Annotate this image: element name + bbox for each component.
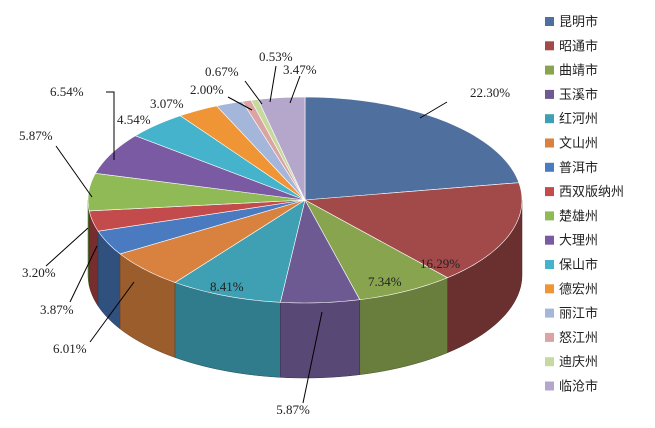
- legend-label-保山市: 保山市: [559, 257, 598, 273]
- legend-label-德宏州: 德宏州: [559, 282, 598, 297]
- leader-line-大理州: [106, 91, 115, 160]
- legend-label-大理州: 大理州: [559, 234, 598, 249]
- legend-label-玉溪市: 玉溪市: [559, 87, 598, 103]
- legend-label-昆明市: 昆明市: [559, 14, 598, 30]
- pie-slice-临沧市: [257, 96, 306, 201]
- legend-swatch-昭通市: [545, 41, 554, 51]
- legend-swatch-怒江州: [545, 332, 554, 342]
- leader-line-昆明市: [419, 101, 448, 119]
- legend-swatch-红河州: [545, 114, 554, 124]
- legend-label-曲靖市: 曲靖市: [559, 63, 598, 79]
- pie-slice-普洱市: [97, 199, 306, 255]
- data-label-保山市: 4.54%: [117, 112, 151, 127]
- pie-slice-德宏州: [179, 105, 306, 201]
- data-label-西双版纳州: 3.20%: [22, 265, 56, 280]
- legend-label-红河州: 红河州: [559, 111, 598, 127]
- legend-swatch-德宏州: [545, 284, 554, 294]
- data-label-迪庆州: 0.53%: [259, 49, 293, 64]
- pie-slice-玉溪市: [279, 199, 361, 304]
- pie-slice-红河州: [174, 199, 306, 303]
- data-labels: 22.30% 16.29% 7.34% 5.87% 8.41% 6.01% 3.87% 3.2…: [19, 49, 510, 417]
- legend-label-临沧市: 临沧市: [559, 379, 598, 395]
- pie-slice-大理州: [94, 135, 306, 201]
- legend-swatch-西双版纳州: [545, 187, 554, 197]
- legend-swatch-楚雄州: [545, 211, 554, 221]
- legend-label-迪庆州: 迪庆州: [559, 355, 598, 370]
- data-label-丽江市: 2.00%: [190, 82, 224, 97]
- data-label-楚雄州: 5.87%: [19, 128, 53, 143]
- leader-line-西双版纳州: [45, 227, 89, 267]
- data-label-红河州: 8.41%: [210, 279, 244, 294]
- legend-label-文山州: 文山州: [559, 137, 598, 152]
- pie-slice-昆明市: [304, 96, 520, 201]
- pie-slice-西双版纳州: [88, 199, 306, 232]
- leader-line-临沧市: [289, 75, 301, 104]
- legend-label-楚雄州: 楚雄州: [559, 209, 598, 224]
- legend-swatch-曲靖市: [545, 65, 554, 75]
- legend-swatch-丽江市: [545, 308, 554, 318]
- pie-slice-丽江市: [216, 101, 306, 201]
- legend-swatch-保山市: [545, 260, 554, 269]
- legend-swatch-玉溪市: [545, 89, 554, 99]
- pie-slice-保山市: [134, 115, 306, 201]
- leader-line-楚雄州: [55, 145, 93, 198]
- leader-line-丽江市: [227, 96, 253, 111]
- pie-wall-玉溪市: [280, 299, 361, 379]
- data-label-大理州: 6.54%: [50, 84, 84, 99]
- legend-swatch-大理州: [545, 235, 554, 245]
- leader-line-文山州: [89, 281, 135, 343]
- data-label-玉溪市: 5.87%: [276, 402, 310, 417]
- pie-top-slices: [87, 96, 523, 304]
- legend-swatch-临沧市: [545, 381, 554, 391]
- legend-label-昭通市: 昭通市: [559, 38, 598, 54]
- label-leader-lines: [45, 65, 448, 404]
- legend-label-西双版纳州: 西双版纳州: [559, 185, 624, 200]
- legend-swatch-普洱市: [545, 162, 554, 172]
- data-label-昆明市: 22.30%: [470, 85, 510, 100]
- data-label-曲靖市: 7.34%: [368, 274, 402, 289]
- legend-label-怒江州: 怒江州: [559, 331, 598, 346]
- legend-label-丽江市: 丽江市: [559, 306, 598, 322]
- data-label-昭通市: 16.29%: [420, 256, 460, 271]
- pie-slice-曲靖市: [304, 199, 449, 300]
- data-label-文山州: 6.01%: [53, 341, 87, 356]
- legend-label-普洱市: 普洱市: [559, 160, 598, 176]
- pie-slice-昭通市: [303, 182, 523, 279]
- legend-swatch-迪庆州: [545, 357, 554, 367]
- legend-swatch-昆明市: [545, 17, 554, 26]
- leader-line-迪庆州: [269, 65, 277, 103]
- data-label-德宏州: 3.07%: [150, 96, 184, 111]
- pie-side-walls: [87, 199, 523, 379]
- data-label-临沧市: 3.47%: [283, 62, 317, 77]
- data-label-怒江州: 0.67%: [205, 64, 239, 79]
- legend-swatch-文山州: [545, 138, 554, 148]
- leader-line-怒江州: [244, 80, 263, 105]
- pie-slice-文山州: [119, 199, 306, 283]
- legend: 昆明市昭通市曲靖市玉溪市红河州文山州普洱市西双版纳州楚雄州大理州保山市德宏州丽江…: [545, 14, 624, 395]
- data-label-普洱市: 3.87%: [40, 302, 74, 317]
- leader-line-普洱市: [69, 245, 98, 303]
- leader-line-玉溪市: [302, 311, 323, 404]
